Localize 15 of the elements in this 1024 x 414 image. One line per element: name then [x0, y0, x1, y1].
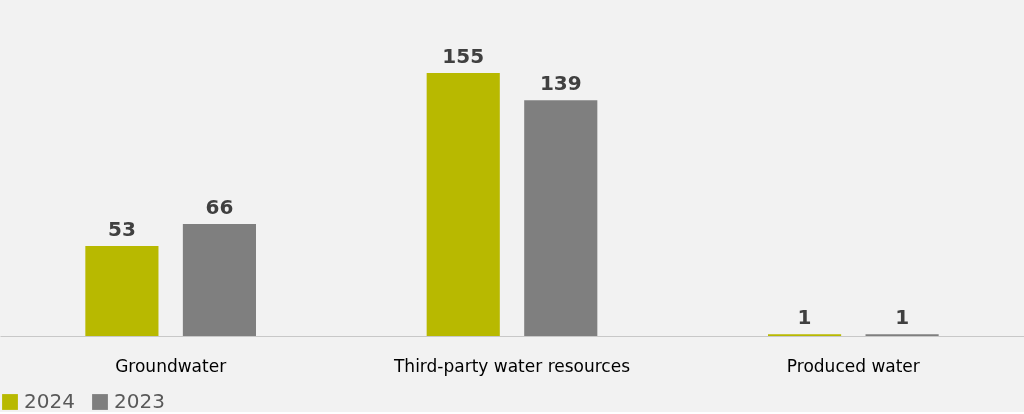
- data-label: 53: [107, 217, 136, 242]
- data-label: 1: [895, 305, 910, 330]
- data-label: 139: [539, 71, 582, 96]
- data-label: 1: [797, 305, 812, 330]
- data-label: 155: [442, 44, 485, 68]
- data-label: 66: [205, 195, 234, 220]
- bar: [426, 73, 500, 336]
- x-tick-label: Groundwater: [115, 355, 227, 376]
- legend-label: 2023: [114, 389, 165, 413]
- bar: [85, 246, 159, 336]
- x-tick-label: Produced water: [786, 355, 920, 376]
- bar: [182, 224, 256, 336]
- legend-label: 2024: [24, 389, 75, 413]
- x-tick-label: Third-party water resources: [392, 355, 631, 376]
- bar: [524, 100, 598, 336]
